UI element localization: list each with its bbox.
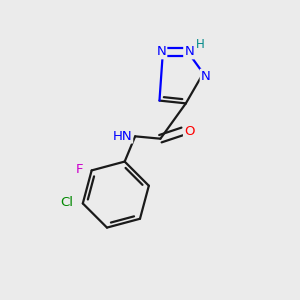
Text: HN: HN — [112, 130, 132, 142]
Text: H: H — [196, 38, 205, 51]
Text: N: N — [201, 70, 211, 83]
Text: Cl: Cl — [60, 196, 73, 209]
Text: N: N — [184, 45, 194, 58]
Text: N: N — [157, 45, 166, 58]
Text: O: O — [184, 125, 194, 138]
Text: F: F — [76, 163, 83, 176]
